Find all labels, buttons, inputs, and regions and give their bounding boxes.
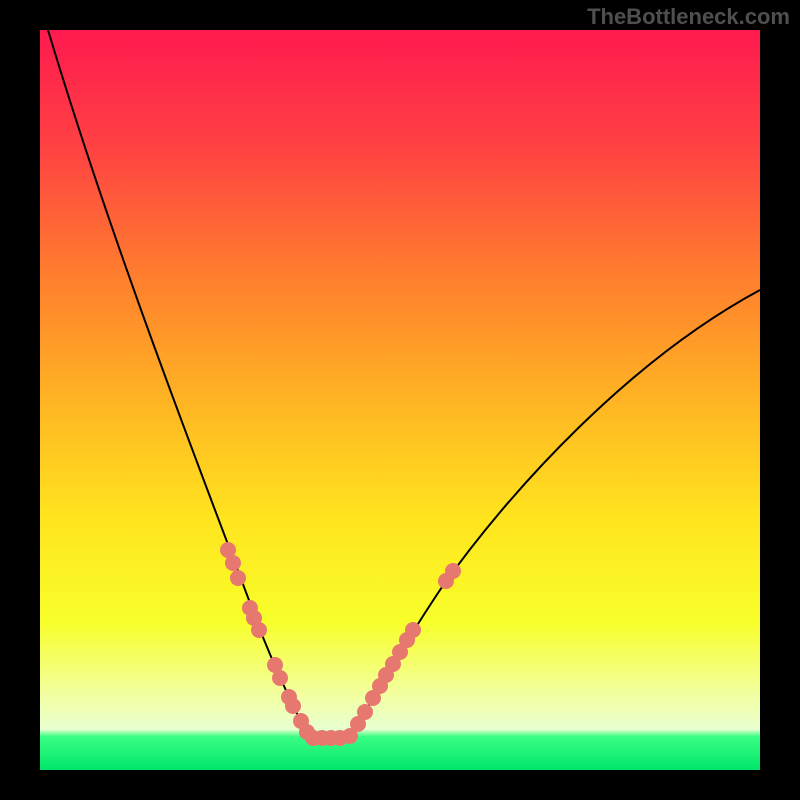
scatter-point [272, 670, 288, 686]
scatter-point [357, 704, 373, 720]
watermark-text: TheBottleneck.com [587, 4, 790, 30]
scatter-point [405, 622, 421, 638]
plot-area [40, 30, 760, 770]
scatter-point [285, 698, 301, 714]
chart-svg [0, 0, 800, 800]
scatter-point [445, 563, 461, 579]
scatter-point [230, 570, 246, 586]
chart-stage: TheBottleneck.com [0, 0, 800, 800]
scatter-point [251, 622, 267, 638]
scatter-point [225, 555, 241, 571]
